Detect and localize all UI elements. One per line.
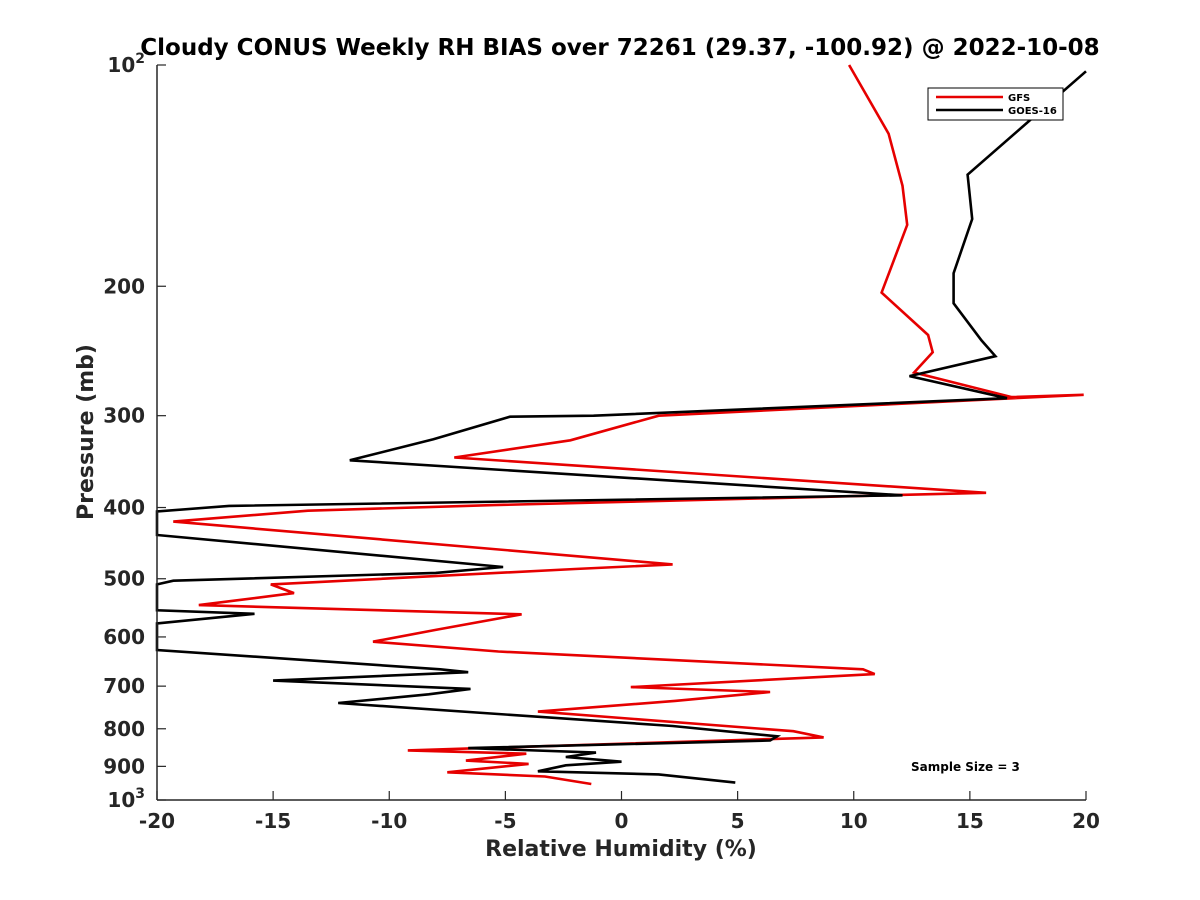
y-tick-label: 102 — [107, 51, 145, 77]
x-axis-ticks: -20 -15 -10 -5 0 5 10 15 20 — [139, 791, 1100, 833]
x-tick-label: 20 — [1072, 809, 1100, 833]
y-tick-label: 700 — [103, 674, 145, 698]
x-tick-label: 5 — [731, 809, 745, 833]
y-tick-label: 200 — [103, 274, 145, 298]
chart-title: Cloudy CONUS Weekly RH BIAS over 72261 (… — [140, 35, 1099, 61]
legend-label-goes16: GOES-16 — [1008, 106, 1057, 117]
y-axis-ticks: 102 200 300 400 500 600 700 800 900 103 — [103, 51, 166, 812]
x-tick-label: -5 — [494, 809, 516, 833]
x-tick-label: 0 — [615, 809, 629, 833]
y-axis-label: Pressure (mb) — [74, 344, 99, 520]
y-tick-label: 103 — [107, 786, 145, 812]
x-tick-label: 10 — [840, 809, 868, 833]
x-tick-label: -15 — [255, 809, 291, 833]
x-tick-label: -10 — [371, 809, 407, 833]
y-tick-label: 300 — [103, 404, 145, 428]
y-tick-label: 800 — [103, 717, 145, 741]
x-axis-label: Relative Humidity (%) — [485, 837, 757, 862]
legend: GFS GOES-16 — [927, 87, 1064, 121]
sample-size-annotation: Sample Size = 3 — [911, 760, 1020, 774]
y-tick-label: 900 — [103, 754, 145, 778]
y-tick-label: 600 — [103, 625, 145, 649]
y-tick-label: 500 — [103, 567, 145, 591]
legend-label-gfs: GFS — [1008, 93, 1030, 104]
plot-area — [157, 65, 1086, 800]
x-tick-label: -20 — [139, 809, 175, 833]
x-tick-label: 15 — [956, 809, 984, 833]
legend-box — [927, 87, 1064, 121]
y-tick-label: 400 — [103, 496, 145, 520]
